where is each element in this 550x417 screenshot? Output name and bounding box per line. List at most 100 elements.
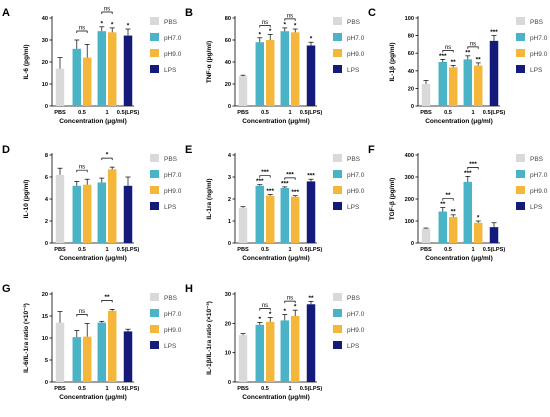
panel-b-bracket-label: ns bbox=[287, 13, 293, 19]
panel-a-bracket-label: ns bbox=[79, 26, 85, 32]
panel-d-bracket-label: ns bbox=[79, 165, 85, 171]
panel-a-bar-pbs bbox=[55, 68, 65, 106]
panel-a-bracket bbox=[76, 30, 88, 33]
panel-d-bar-ph90 bbox=[107, 169, 117, 243]
panel-a-legend-swatch bbox=[150, 49, 159, 57]
panel-a-bracket-label: ns bbox=[104, 7, 110, 13]
panel-b-bar-ph90 bbox=[290, 32, 300, 106]
panel-g-xcat-label: 0.5(LPS) bbox=[117, 386, 140, 392]
panel-e-legend-label: LPS bbox=[347, 204, 360, 211]
panel-b-legend-swatch bbox=[333, 17, 342, 25]
panel-b-ytick-label: 20 bbox=[225, 82, 231, 88]
panel-b-legend-swatch bbox=[333, 65, 342, 73]
panel-f-legend-label: PBS bbox=[530, 156, 544, 163]
panel-c-letter: C bbox=[368, 7, 376, 19]
panel-c-bar-ph70 bbox=[438, 62, 448, 106]
panel-h-xcat-label: PBS bbox=[237, 386, 249, 392]
panel-a-bar-ph90 bbox=[82, 57, 92, 106]
panel-e-bar-ph70 bbox=[255, 185, 265, 243]
panel-e-ylabel: IL-1ra (ng/ml) bbox=[206, 178, 213, 219]
panel-f-bracket bbox=[467, 166, 479, 170]
panel-a-legend-label: PBS bbox=[164, 19, 178, 26]
panel-e-sig-label: *** bbox=[291, 189, 299, 196]
panel-f-ytick-label: 0 bbox=[411, 241, 414, 247]
panel-b-bar-lps bbox=[306, 45, 316, 106]
panel-f-bar-ph70 bbox=[463, 181, 473, 243]
panel-c-sig-label: *** bbox=[439, 53, 447, 60]
panel-h-legend-label: pH7.0 bbox=[347, 311, 365, 318]
panel-d-xcat-label: 0.5 bbox=[78, 247, 86, 253]
panel-d-bar-lps bbox=[123, 185, 133, 243]
panel-h-sig-label: ** bbox=[308, 295, 314, 302]
panel-f-legend-label: pH7.0 bbox=[530, 172, 548, 179]
panel-d-xcat-label: 1 bbox=[105, 247, 108, 253]
panel-d-legend-swatch bbox=[150, 202, 159, 210]
panel-a-ytick-label: 0 bbox=[45, 104, 48, 110]
panel-a-xcat-label: PBS bbox=[54, 110, 66, 116]
panel-b-bar-ph70 bbox=[255, 42, 265, 106]
panel-a-ylabel: IL-6 (pg/ml) bbox=[23, 44, 30, 79]
panel-h-ytick-label: 0 bbox=[228, 380, 231, 386]
panel-f-sig-label: ** bbox=[440, 201, 446, 208]
panel-c-xcat-label: 0.5(LPS) bbox=[483, 110, 506, 116]
panel-f-bar-ph70 bbox=[438, 211, 448, 243]
panel-a-sig-label: * bbox=[101, 20, 104, 27]
panel-d-legend-label: PBS bbox=[164, 156, 178, 163]
panel-h-bar-pbs bbox=[238, 335, 248, 382]
panel-a-ytick-label: 20 bbox=[42, 60, 48, 66]
panel-g-bar-ph70 bbox=[97, 322, 107, 382]
panel-d-ytick-label: 8 bbox=[45, 153, 48, 159]
panel-g-letter: G bbox=[2, 283, 11, 295]
panel-c-legend-label: LPS bbox=[530, 67, 543, 74]
panel-e-bar-pbs bbox=[238, 207, 248, 243]
panel-e-ytick-label: 0 bbox=[228, 241, 231, 247]
panel-d-legend-swatch bbox=[150, 154, 159, 162]
panel-f-bar-ph90 bbox=[448, 217, 458, 243]
panel-b-sig-label: * bbox=[294, 23, 297, 30]
panel-f-xlabel: Concentration (μg/ml) bbox=[425, 255, 493, 262]
panel-f-xcat-label: 0.5 bbox=[444, 247, 452, 253]
panel-c-ytick-label: 40 bbox=[408, 69, 414, 75]
panel-f-legend-swatch bbox=[516, 170, 525, 178]
panel-d-ytick-label: 0 bbox=[45, 241, 48, 247]
panel-a-letter: A bbox=[2, 7, 10, 19]
panel-h-legend-swatch bbox=[333, 293, 342, 301]
panel-g-xcat-label: 0.5 bbox=[78, 386, 86, 392]
panel-g-legend-label: pH7.0 bbox=[164, 311, 182, 318]
panel-f-legend-swatch bbox=[516, 154, 525, 162]
panel-g-bracket bbox=[101, 300, 113, 303]
panel-e-ytick-label: 4 bbox=[228, 153, 232, 159]
panel-h-bar-lps bbox=[306, 304, 316, 382]
panel-g-legend-label: pH9.0 bbox=[164, 327, 182, 334]
panel-b-ytick-label: 40 bbox=[225, 60, 231, 66]
panel-b-bar-ph90 bbox=[265, 40, 275, 106]
panel-c-sig-label: ** bbox=[465, 49, 471, 56]
panel-g-bar-ph90 bbox=[107, 310, 117, 382]
panel-b-legend-label: pH7.0 bbox=[347, 35, 365, 42]
panel-g-legend-swatch bbox=[150, 341, 159, 349]
panel-h-letter: H bbox=[185, 283, 193, 295]
panel-g-bracket-label: ns bbox=[79, 309, 85, 315]
panel-a-xcat-label: 0.5 bbox=[78, 110, 86, 116]
panel-h-ytick-label: 20 bbox=[225, 321, 231, 327]
panel-f-sig-label: *** bbox=[464, 170, 472, 177]
panel-f-bar-pbs bbox=[421, 228, 431, 243]
panel-h-ylabel: IL-1β/IL-1ra ratio (×10⁻³) bbox=[206, 301, 213, 375]
panel-h-sig-label: * bbox=[294, 304, 297, 311]
panel-f-ylabel: TGF-β (pg/ml) bbox=[389, 178, 396, 221]
panel-f-xcat-label: 1 bbox=[471, 247, 474, 253]
panel-e-bracket bbox=[284, 177, 296, 180]
panel-b-ytick-label: 80 bbox=[225, 16, 231, 22]
panel-b-letter: B bbox=[185, 7, 193, 19]
panel-c-bracket-label: ns bbox=[470, 41, 476, 47]
panel-g-legend-swatch bbox=[150, 309, 159, 317]
panel-b-xcat-label: 1 bbox=[288, 110, 291, 116]
panel-b-sig-label: * bbox=[259, 31, 262, 38]
panel-f-letter: F bbox=[368, 144, 375, 156]
panel-d-bracket-label: * bbox=[106, 152, 109, 159]
panel-h-xcat-label: 0.5(LPS) bbox=[300, 386, 323, 392]
panel-f-xcat-label: PBS bbox=[420, 247, 432, 253]
panel-e-xlabel: Concentration (μg/ml) bbox=[242, 255, 310, 262]
panel-e-legend-swatch bbox=[333, 170, 342, 178]
panel-b-bracket bbox=[284, 18, 296, 21]
